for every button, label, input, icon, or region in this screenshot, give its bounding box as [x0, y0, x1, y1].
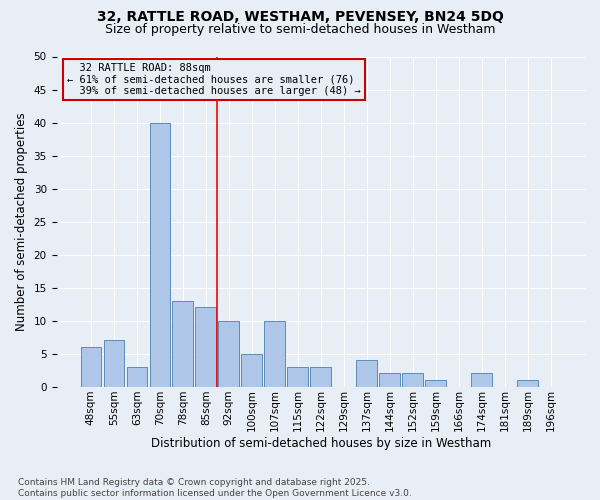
- Bar: [80, 347, 101, 387]
- Bar: [241, 354, 262, 386]
- Text: 32 RATTLE ROAD: 88sqm
← 61% of semi-detached houses are smaller (76)
  39% of se: 32 RATTLE ROAD: 88sqm ← 61% of semi-deta…: [67, 63, 361, 96]
- Text: Size of property relative to semi-detached houses in Westham: Size of property relative to semi-detach…: [105, 22, 495, 36]
- Bar: [403, 374, 423, 386]
- Bar: [218, 320, 239, 386]
- Bar: [425, 380, 446, 386]
- Text: Contains HM Land Registry data © Crown copyright and database right 2025.
Contai: Contains HM Land Registry data © Crown c…: [18, 478, 412, 498]
- Y-axis label: Number of semi-detached properties: Number of semi-detached properties: [15, 112, 28, 331]
- Bar: [356, 360, 377, 386]
- Bar: [104, 340, 124, 386]
- Bar: [265, 320, 285, 386]
- Bar: [149, 122, 170, 386]
- X-axis label: Distribution of semi-detached houses by size in Westham: Distribution of semi-detached houses by …: [151, 437, 491, 450]
- Bar: [196, 308, 216, 386]
- Bar: [127, 366, 147, 386]
- Bar: [472, 374, 492, 386]
- Bar: [517, 380, 538, 386]
- Text: 32, RATTLE ROAD, WESTHAM, PEVENSEY, BN24 5DQ: 32, RATTLE ROAD, WESTHAM, PEVENSEY, BN24…: [97, 10, 503, 24]
- Bar: [310, 366, 331, 386]
- Bar: [287, 366, 308, 386]
- Bar: [379, 374, 400, 386]
- Bar: [172, 300, 193, 386]
